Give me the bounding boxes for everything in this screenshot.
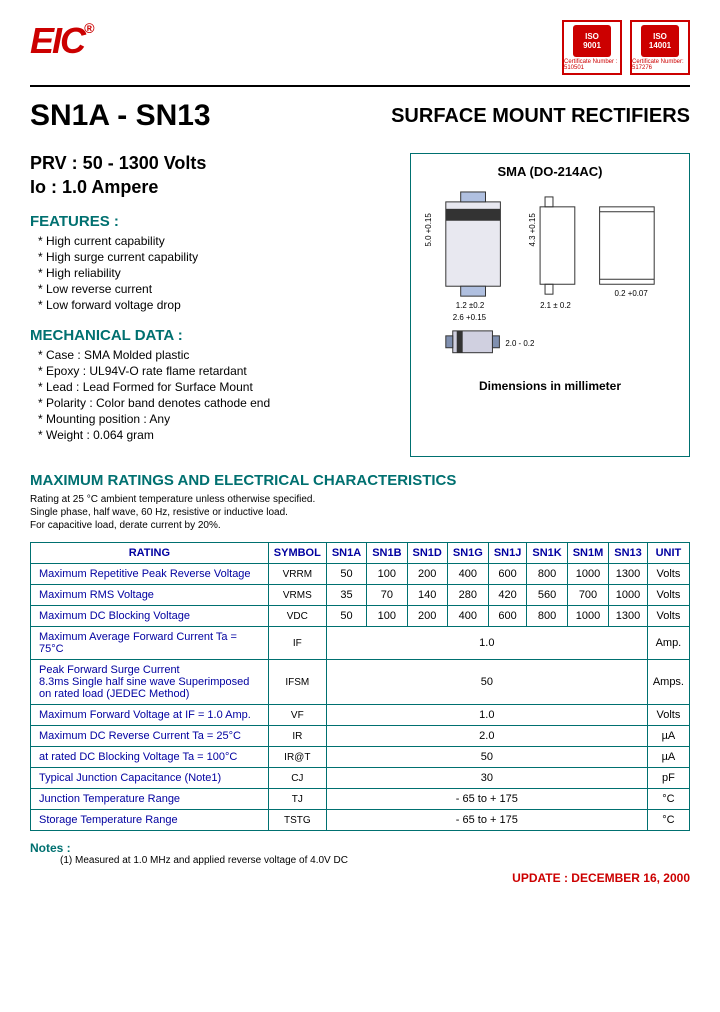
svg-text:2.1 ± 0.2: 2.1 ± 0.2 (540, 301, 571, 310)
package-diagram: SMA (DO-214AC) 5.0 +0.15 1.2 ±0.2 2.6 +0… (410, 153, 690, 457)
header: EIC® ISO9001 Certificate Number : 510501… (30, 20, 690, 75)
title-row: SN1A - SN13 SURFACE MOUNT RECTIFIERS (30, 99, 690, 133)
mech-list: * Case : SMA Molded plastic* Epoxy : UL9… (30, 348, 390, 442)
ratings-head: MAXIMUM RATINGS AND ELECTRICAL CHARACTER… (30, 472, 690, 489)
update-date: UPDATE : DECEMBER 16, 2000 (30, 871, 690, 885)
ratings-table: RATINGSYMBOLSN1ASN1BSN1DSN1GSN1JSN1KSN1M… (30, 542, 690, 831)
svg-text:0.2 +0.07: 0.2 +0.07 (614, 289, 647, 298)
logo: EIC® (30, 20, 92, 62)
package-svg: 5.0 +0.15 1.2 ±0.2 2.6 +0.15 4.3 +0.15 2… (421, 187, 679, 366)
svg-text:2.0 - 0.2: 2.0 - 0.2 (505, 339, 534, 348)
features-head: FEATURES : (30, 213, 390, 230)
svg-text:2.6 +0.15: 2.6 +0.15 (453, 313, 487, 322)
features-list: * High current capability* High surge cu… (30, 234, 390, 312)
part-number: SN1A - SN13 (30, 99, 211, 133)
doc-title: SURFACE MOUNT RECTIFIERS (391, 105, 690, 128)
notes: Notes : (1) Measured at 1.0 MHz and appl… (30, 841, 690, 866)
svg-text:1.2 ±0.2: 1.2 ±0.2 (456, 301, 485, 310)
svg-text:4.3 +0.15: 4.3 +0.15 (528, 213, 537, 247)
svg-text:5.0 +0.15: 5.0 +0.15 (424, 213, 433, 247)
specs: PRV : 50 - 1300 Volts Io : 1.0 Ampere (30, 153, 390, 198)
cert-badges: ISO9001 Certificate Number : 510501 ISO1… (562, 20, 690, 75)
mech-head: MECHANICAL DATA : (30, 327, 390, 344)
ratings-desc: Rating at 25 °C ambient temperature unle… (30, 493, 690, 532)
